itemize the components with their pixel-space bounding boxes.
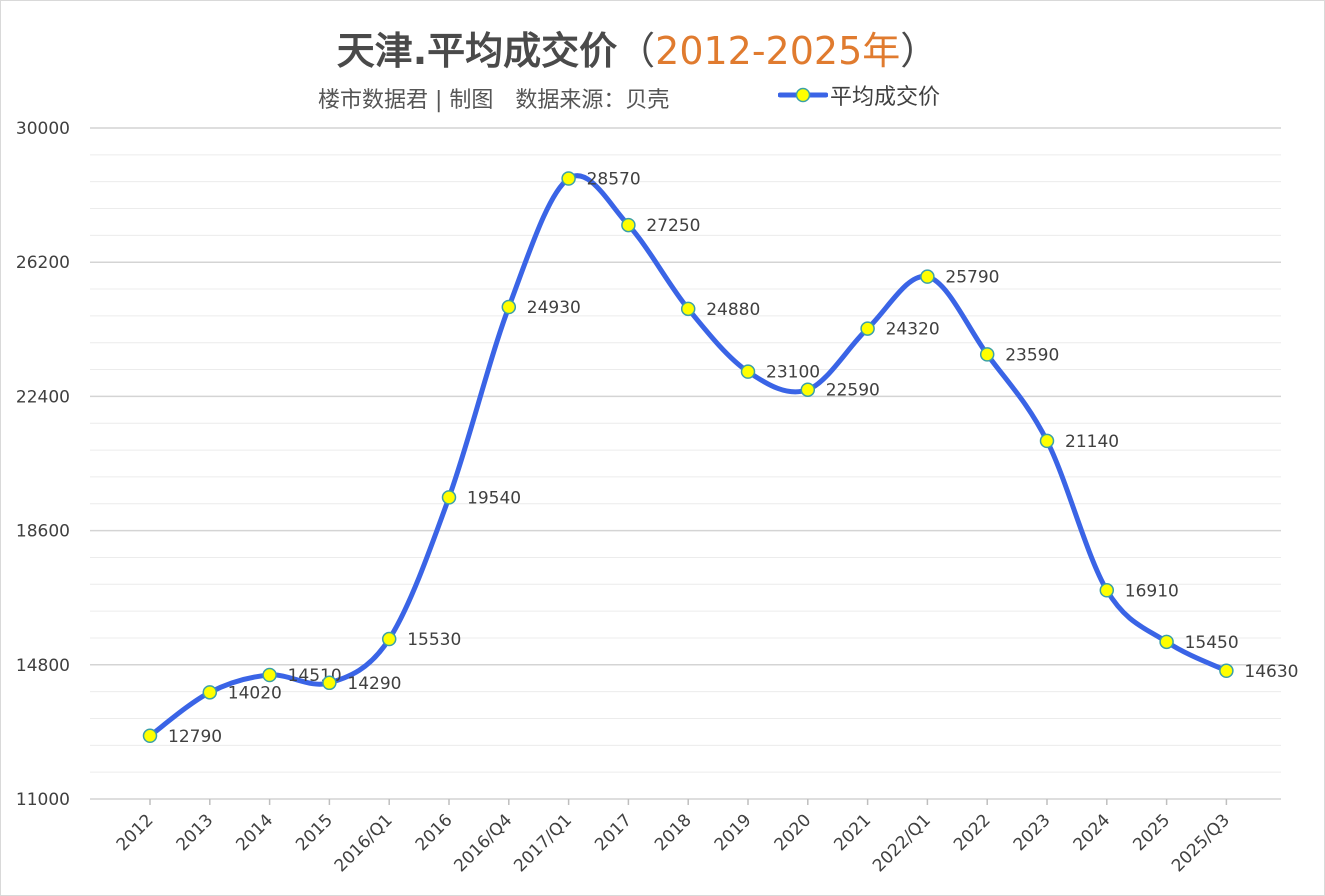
x-tick-label: 2022 xyxy=(950,810,995,855)
data-point xyxy=(979,347,995,362)
x-tick-label: 2012 xyxy=(113,810,158,855)
data-point xyxy=(441,490,457,505)
data-point xyxy=(202,685,218,700)
x-tick-label: 2017 xyxy=(591,810,636,855)
data-label: 24880 xyxy=(706,300,760,320)
title-main: 天津.平均成交价 xyxy=(336,29,618,73)
x-tick-label: 2025/Q3 xyxy=(1168,810,1234,876)
x-tick-label: 2018 xyxy=(651,810,696,855)
data-point xyxy=(920,269,935,284)
data-point xyxy=(621,217,636,233)
x-tick-label: 2019 xyxy=(711,810,756,855)
x-tick-label: 2016/Q1 xyxy=(331,810,397,876)
x-tick-label: 2020 xyxy=(771,810,816,855)
x-tick-label: 2014 xyxy=(232,810,277,855)
data-point xyxy=(1039,433,1055,449)
x-tick-label: 2024 xyxy=(1070,810,1115,855)
y-tick-label: 18600 xyxy=(16,522,70,542)
x-tick-label: 2022/Q1 xyxy=(869,810,935,876)
data-label: 12790 xyxy=(168,727,222,747)
data-label: 15530 xyxy=(407,630,461,650)
title-paren-close: ） xyxy=(900,29,939,73)
data-point xyxy=(800,382,816,397)
data-point xyxy=(740,364,756,379)
data-label: 14290 xyxy=(347,674,401,694)
data-point xyxy=(262,667,277,683)
data-label: 23100 xyxy=(766,363,820,383)
data-label: 14020 xyxy=(228,683,282,703)
legend-line-marker-icon xyxy=(778,87,828,103)
x-tick-label: 2021 xyxy=(830,810,875,855)
data-point xyxy=(142,728,158,744)
series-line xyxy=(147,173,1229,739)
data-label: 14630 xyxy=(1244,662,1298,682)
x-tick-label: 2015 xyxy=(292,810,337,855)
x-tick-label: 2016 xyxy=(412,810,457,855)
data-point xyxy=(322,675,337,691)
y-tick-label: 11000 xyxy=(16,790,70,810)
data-point xyxy=(1159,634,1174,650)
data-point xyxy=(860,321,875,336)
y-tick-label: 30000 xyxy=(16,119,70,139)
data-point xyxy=(1219,663,1234,679)
data-point xyxy=(381,631,397,647)
data-label: 24320 xyxy=(886,320,940,340)
data-label: 15450 xyxy=(1185,633,1239,653)
data-label: 21140 xyxy=(1065,432,1119,452)
title-paren-open: （ xyxy=(617,29,656,73)
x-tick-label: 2023 xyxy=(1010,810,1055,855)
data-label: 19540 xyxy=(467,488,521,508)
title-years: 2012-2025年 xyxy=(655,29,901,73)
legend: 平均成交价 xyxy=(778,80,940,110)
x-tick-label: 2025 xyxy=(1129,810,1174,855)
data-label: 16910 xyxy=(1125,581,1179,601)
data-point xyxy=(501,299,517,315)
chart-title: 天津.平均成交价（2012-2025年） xyxy=(0,20,1275,75)
data-point xyxy=(561,171,576,186)
data-label: 25790 xyxy=(945,268,999,288)
y-tick-label: 14800 xyxy=(16,656,70,676)
x-tick-label: 2017/Q1 xyxy=(510,810,576,876)
x-tick-label: 2013 xyxy=(173,810,218,855)
y-tick-label: 22400 xyxy=(16,387,70,407)
chart-subtitle: 楼市数据君 | 制图 数据来源：贝壳 xyxy=(318,88,670,113)
data-point xyxy=(680,301,696,317)
x-tick-label: 2016/Q4 xyxy=(450,810,516,876)
data-label: 28570 xyxy=(587,170,641,190)
y-tick-label: 26200 xyxy=(16,253,70,273)
data-label: 24930 xyxy=(527,298,581,318)
data-point xyxy=(1099,583,1115,598)
data-label: 27250 xyxy=(646,216,700,236)
data-label: 22590 xyxy=(826,381,880,401)
data-label: 23590 xyxy=(1005,345,1059,365)
legend-label: 平均成交价 xyxy=(830,85,941,110)
